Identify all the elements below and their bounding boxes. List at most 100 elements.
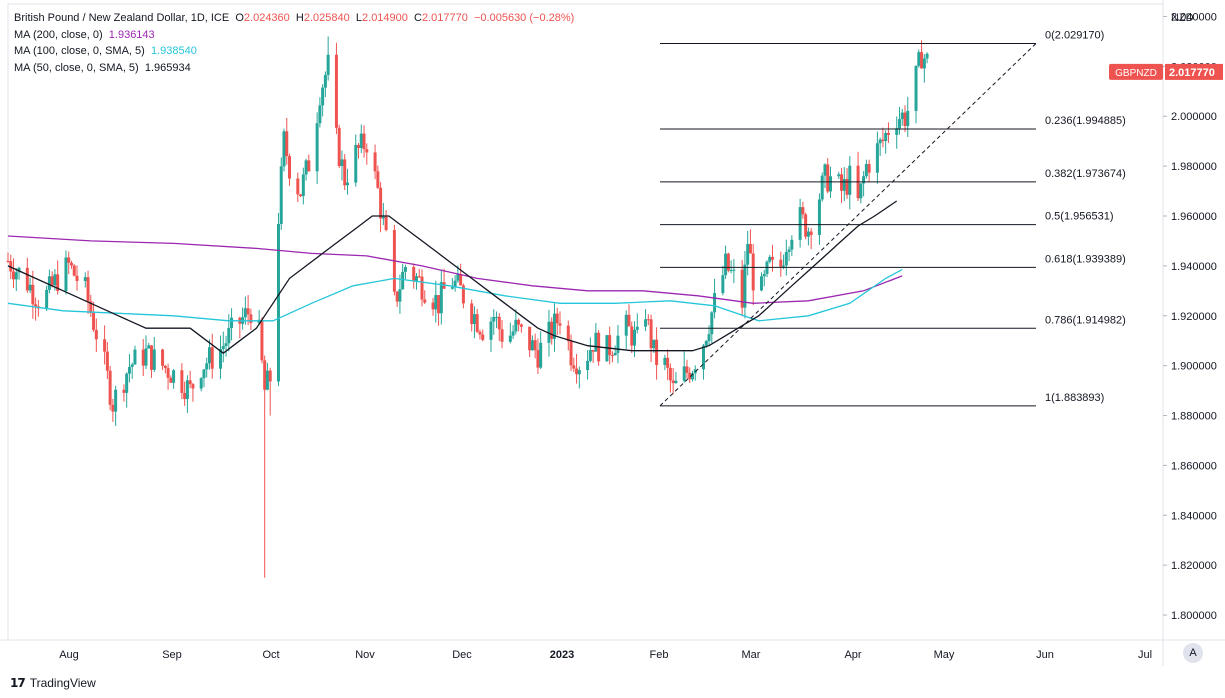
candle-body (304, 160, 308, 175)
candle-body (748, 244, 752, 254)
candle-body (412, 266, 416, 281)
candle-body (152, 349, 156, 370)
y-tick-label: 1.900000 (1171, 361, 1217, 373)
x-tick-label: May (934, 649, 955, 661)
candle-body (249, 314, 253, 323)
candle-body (489, 321, 493, 340)
auto-scale-button[interactable]: A (1183, 643, 1203, 663)
candle-body (31, 284, 35, 305)
candle-body (751, 253, 755, 291)
candle-body (130, 364, 134, 367)
candle-body (528, 326, 532, 351)
candle-body (172, 370, 176, 383)
chart-legend: British Pound / New Zealand Dollar, 1D, … (14, 10, 574, 76)
candle-body (925, 53, 929, 59)
candle-body (50, 276, 54, 286)
candle-body (163, 365, 167, 369)
candle-body (495, 316, 499, 318)
legend-ma50-row[interactable]: MA (50, close, 0, SMA, 5) 1.965934 (14, 60, 574, 77)
candle-body (884, 132, 888, 142)
candle-body (875, 143, 879, 173)
candle-body (144, 348, 148, 366)
candle-body (500, 329, 504, 342)
candle-body (492, 316, 496, 322)
candle-body (210, 347, 214, 369)
candle-body (900, 112, 904, 120)
candle-body (357, 144, 361, 148)
candle-body (922, 58, 926, 69)
candle-body (434, 295, 438, 310)
candle-body (710, 312, 714, 335)
candle-body (114, 389, 118, 412)
candle-body (837, 174, 841, 177)
candle-body (133, 349, 137, 365)
candle-body (6, 260, 10, 262)
candle-body (588, 350, 592, 361)
fib-label-1: 1(1.883893) (1045, 392, 1104, 404)
candle-body (365, 149, 369, 153)
candle-body (633, 329, 637, 346)
candle-body (610, 355, 614, 357)
fib-label-0-5: 0.5(1.956531) (1045, 211, 1114, 223)
candle-body (276, 223, 280, 382)
candle-body (12, 271, 16, 280)
candle-body (122, 389, 126, 393)
candle-body (414, 276, 418, 281)
y-tick-label: 1.860000 (1171, 460, 1217, 472)
candle-body (299, 194, 303, 197)
x-tick-label: Mar (742, 649, 761, 661)
y-tick-label: 1.960000 (1171, 211, 1217, 223)
candle-body (105, 351, 109, 371)
candle-body (508, 335, 512, 342)
candle-body (323, 74, 327, 88)
candle-body (704, 341, 708, 346)
legend-ma200-row[interactable]: MA (200, close, 0) 1.936143 (14, 27, 574, 44)
candle-body (111, 404, 115, 412)
tradingview-footer[interactable]: 17 TradingView (10, 676, 96, 690)
candle-body (762, 273, 766, 277)
tradingview-logo-icon: 17 (10, 676, 26, 690)
candle-body (840, 174, 844, 191)
candle-body (721, 275, 725, 294)
price-tag-symbol-bg (1109, 63, 1163, 80)
ma100-line (7, 269, 903, 322)
candle-body (616, 335, 620, 353)
candle-body (417, 276, 421, 278)
candle-body (318, 105, 322, 124)
legend-c-label: C (414, 12, 422, 24)
candle-body (790, 239, 794, 250)
candle-body (86, 277, 90, 302)
candle-body (864, 164, 868, 177)
candle-body (221, 346, 225, 350)
candle-body (72, 265, 76, 276)
candle-body (635, 326, 639, 330)
candle-body (848, 165, 852, 195)
candle-body (668, 367, 672, 381)
candle-body (343, 159, 347, 186)
candle-body (511, 331, 515, 336)
candle-body (108, 370, 112, 405)
candle-body (740, 269, 744, 308)
candle-body (362, 133, 366, 150)
ma50-line (7, 200, 898, 355)
candle-body (161, 349, 165, 366)
legend-o-label: O (235, 12, 244, 24)
y-tick-label: 1.940000 (1171, 261, 1217, 273)
candle-body (472, 314, 476, 325)
candle-body (53, 274, 57, 286)
candle-body (539, 342, 543, 368)
candle-body (461, 285, 465, 304)
legend-ma100-row[interactable]: MA (100, close, 0, SMA, 5) 1.938540 (14, 43, 574, 60)
y-tick-label: 1.820000 (1171, 560, 1217, 572)
plot-area (7, 3, 1164, 641)
candle-body (782, 265, 786, 267)
candle-body (359, 133, 363, 148)
candle-body (205, 363, 209, 370)
y-tick-label: 1.840000 (1171, 510, 1217, 522)
candle-body (903, 112, 907, 127)
candle-body (702, 345, 706, 370)
candle-body (550, 321, 554, 339)
legend-symbol-row: British Pound / New Zealand Dollar, 1D, … (14, 10, 574, 27)
ma200-line (7, 235, 903, 304)
